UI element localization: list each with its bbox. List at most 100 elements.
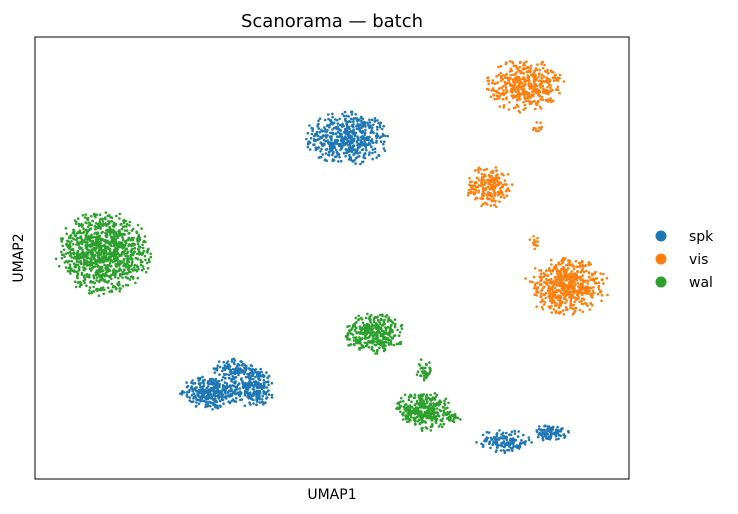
point-spk: [254, 370, 258, 374]
point-wal: [104, 259, 108, 262]
point-spk: [185, 381, 188, 384]
point-spk: [358, 155, 361, 158]
point-spk: [318, 156, 321, 159]
point-wal: [60, 256, 64, 260]
point-spk: [330, 148, 334, 152]
point-spk: [375, 141, 378, 144]
point-wal: [104, 245, 108, 248]
point-spk: [495, 437, 499, 441]
point-spk: [309, 136, 313, 140]
point-spk: [202, 395, 205, 399]
point-vis: [528, 102, 532, 106]
point-spk: [267, 389, 270, 392]
point-spk: [305, 137, 308, 141]
point-wal: [99, 247, 103, 250]
point-vis: [557, 298, 560, 302]
point-spk: [190, 385, 193, 388]
point-wal: [362, 324, 366, 328]
point-spk: [357, 124, 360, 127]
point-spk: [352, 117, 356, 120]
point-vis: [549, 86, 552, 90]
point-spk: [501, 431, 505, 435]
point-spk: [321, 153, 325, 156]
point-wal: [103, 263, 106, 267]
point-vis: [496, 173, 499, 176]
legend-label-wal: wal: [689, 275, 713, 291]
point-vis: [501, 98, 505, 101]
point-wal: [96, 253, 100, 257]
point-spk: [371, 148, 375, 151]
point-spk: [241, 380, 244, 383]
point-wal: [97, 268, 101, 272]
point-spk: [252, 402, 255, 405]
point-spk: [217, 360, 221, 363]
point-wal: [72, 248, 75, 251]
point-wal: [134, 281, 137, 285]
point-wal: [90, 214, 93, 218]
point-wal: [114, 285, 117, 289]
point-wal: [396, 328, 399, 332]
point-spk: [336, 139, 340, 143]
point-vis: [512, 94, 515, 97]
point-wal: [82, 266, 86, 270]
point-vis: [515, 103, 519, 107]
point-spk: [192, 392, 196, 396]
point-wal: [108, 261, 112, 265]
point-wal: [400, 323, 404, 327]
point-vis: [518, 65, 521, 69]
point-wal: [403, 393, 407, 397]
point-spk: [363, 133, 367, 137]
point-wal: [425, 394, 428, 398]
point-vis: [537, 291, 540, 294]
point-spk: [240, 377, 243, 381]
point-wal: [427, 411, 430, 415]
point-spk: [185, 393, 189, 397]
point-wal: [125, 229, 129, 232]
point-vis: [516, 99, 519, 102]
point-vis: [571, 287, 574, 291]
point-vis: [564, 271, 567, 275]
point-vis: [492, 189, 496, 192]
point-spk: [316, 146, 320, 150]
point-spk: [216, 388, 220, 391]
point-wal: [90, 242, 94, 245]
point-vis: [484, 202, 487, 205]
point-vis: [579, 282, 583, 286]
point-spk: [379, 121, 383, 125]
point-wal: [87, 238, 90, 241]
point-vis: [508, 189, 511, 193]
point-spk: [267, 374, 271, 378]
point-vis: [578, 308, 582, 312]
point-wal: [118, 212, 122, 216]
point-wal: [120, 243, 123, 246]
point-vis: [572, 272, 576, 276]
point-vis: [554, 311, 558, 315]
point-spk: [208, 390, 212, 394]
point-spk: [197, 402, 201, 406]
point-wal: [94, 288, 98, 291]
point-wal: [399, 400, 402, 404]
point-spk: [475, 441, 478, 444]
y-axis-label: UMAP2: [11, 233, 27, 282]
point-wal: [77, 246, 81, 249]
point-spk: [233, 399, 236, 403]
point-wal: [116, 282, 119, 286]
point-vis: [524, 99, 528, 103]
point-wal: [396, 402, 399, 405]
point-vis: [558, 77, 561, 80]
point-vis: [525, 60, 528, 63]
point-vis: [571, 293, 574, 297]
point-vis: [588, 308, 592, 311]
point-wal: [381, 323, 385, 327]
point-vis: [536, 63, 539, 66]
point-spk: [212, 367, 216, 370]
point-spk: [481, 433, 485, 437]
point-spk: [214, 377, 218, 381]
point-spk: [547, 429, 551, 433]
point-wal: [115, 270, 119, 274]
point-vis: [597, 288, 601, 291]
point-spk: [261, 394, 265, 398]
point-vis: [556, 85, 559, 89]
point-wal: [411, 406, 414, 409]
